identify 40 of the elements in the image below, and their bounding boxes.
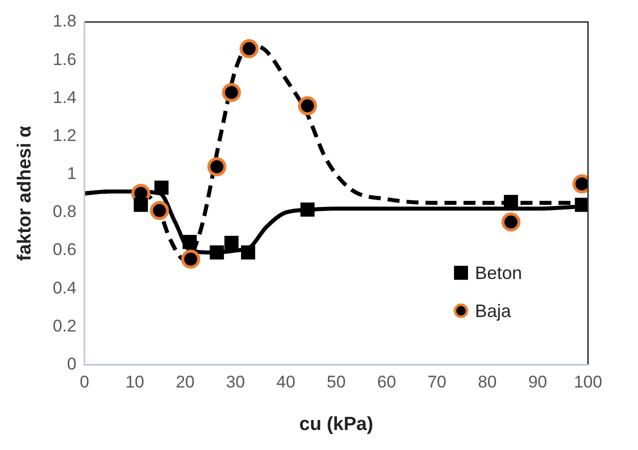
x-tick-label: 0 [80, 372, 90, 392]
y-tick-label: 0.6 [52, 240, 76, 260]
point [134, 198, 148, 212]
x-tick-label: 10 [125, 372, 144, 392]
point [241, 245, 256, 260]
point [150, 201, 169, 220]
x-tick-label: 80 [478, 372, 497, 392]
x-tick-label: 50 [326, 372, 346, 392]
point [182, 234, 197, 250]
point [298, 96, 318, 116]
point [207, 157, 226, 176]
x-tick-label: 40 [276, 372, 296, 392]
x-tick-label: 100 [574, 372, 602, 392]
y-axis-title: faktor adhesi α [14, 125, 36, 262]
y-tick-label: 1 [66, 164, 76, 184]
x-axis-title: cu (kPa) [299, 414, 374, 435]
y-tick-label: 1.4 [52, 88, 76, 107]
point [300, 202, 315, 217]
point [240, 39, 259, 58]
x-tick-label: 70 [427, 372, 446, 392]
x-tick-label: 60 [377, 372, 396, 392]
point [210, 245, 224, 260]
y-tick-label: 0 [66, 354, 76, 374]
point [501, 212, 520, 232]
legend-label: Beton [475, 262, 522, 283]
y-tick-label: 1.8 [52, 12, 76, 31]
point [222, 82, 241, 102]
point [574, 198, 588, 212]
x-tick-label: 30 [226, 372, 245, 392]
y-tick-label: 0.8 [52, 202, 76, 222]
x-tick-label: 90 [528, 372, 548, 392]
y-tick-label: 1.2 [52, 126, 76, 145]
y-tick-label: 1.6 [52, 50, 76, 69]
point [224, 236, 239, 250]
y-tick-label: 0.2 [52, 316, 76, 336]
y-tick-label: 0.4 [52, 278, 76, 298]
legend-label: Baja [475, 300, 512, 321]
point [154, 180, 169, 195]
point [181, 250, 200, 269]
x-tick-label: 20 [176, 372, 195, 392]
